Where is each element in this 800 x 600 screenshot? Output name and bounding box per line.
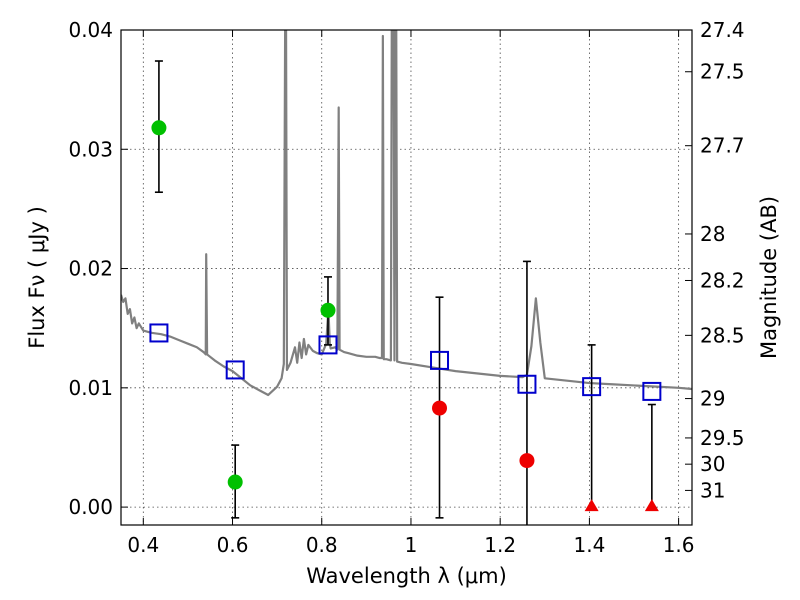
upper-limit-marker bbox=[644, 499, 659, 512]
y-tick-label: 0.02 bbox=[68, 257, 113, 281]
x-axis-label: Wavelength λ (μm) bbox=[306, 564, 507, 588]
right-tick-label: 27.5 bbox=[700, 60, 745, 84]
marker-layer bbox=[149, 120, 662, 512]
plot-frame bbox=[120, 29, 693, 526]
right-tick-label: 28.5 bbox=[700, 323, 745, 347]
y-tick-label: 0.04 bbox=[68, 18, 113, 42]
data-point bbox=[151, 120, 167, 136]
x-tick-label: 1.6 bbox=[663, 533, 695, 557]
data-point bbox=[320, 302, 336, 318]
x-tick-label: 0.4 bbox=[127, 533, 159, 557]
tick-layer bbox=[121, 29, 692, 525]
right-axis-label: Magnitude (AB) bbox=[757, 196, 781, 359]
upper-limit-marker bbox=[584, 499, 599, 512]
spectrum-layer bbox=[121, 30, 692, 397]
right-tick-label: 29 bbox=[700, 387, 725, 411]
right-tick-label: 30 bbox=[700, 452, 725, 476]
y-tick-label: 0.03 bbox=[68, 137, 113, 161]
right-tick-label: 28 bbox=[700, 222, 725, 246]
right-tick-label: 29.5 bbox=[700, 426, 745, 450]
y-tick-label: 0.00 bbox=[68, 495, 113, 519]
right-tick-label: 27.7 bbox=[700, 134, 745, 158]
data-point bbox=[432, 400, 448, 416]
model-photometry-point bbox=[517, 374, 537, 394]
data-point bbox=[227, 474, 243, 490]
data-point bbox=[519, 453, 535, 469]
x-tick-label: 1.2 bbox=[484, 533, 516, 557]
x-tick-label: 1.4 bbox=[573, 533, 605, 557]
right-tick-label: 28.2 bbox=[700, 268, 745, 292]
model-photometry-point bbox=[149, 323, 169, 343]
plot-area bbox=[121, 30, 692, 525]
right-tick-label: 31 bbox=[700, 478, 725, 502]
x-tick-label: 0.6 bbox=[217, 533, 249, 557]
right-tick-label: 27.4 bbox=[700, 18, 745, 42]
x-tick-label: 0.8 bbox=[306, 533, 338, 557]
model-photometry-point bbox=[430, 350, 450, 370]
x-tick-label: 1 bbox=[405, 533, 418, 557]
y-axis-label: Flux Fν ( μJy ) bbox=[25, 206, 49, 349]
spectrum-line bbox=[121, 30, 692, 397]
model-photometry-point bbox=[225, 360, 245, 380]
y-tick-label: 0.01 bbox=[68, 376, 113, 400]
label-layer: 0.4 0.6 0.8 1 1.2 1.4 1.6 0.00 0.01 0.02 0.03 0.04 2… bbox=[25, 18, 781, 588]
model-photometry-point bbox=[318, 335, 338, 355]
errorbar-layer bbox=[154, 60, 656, 525]
model-photometry-point bbox=[582, 377, 602, 397]
model-photometry-point bbox=[642, 381, 662, 401]
